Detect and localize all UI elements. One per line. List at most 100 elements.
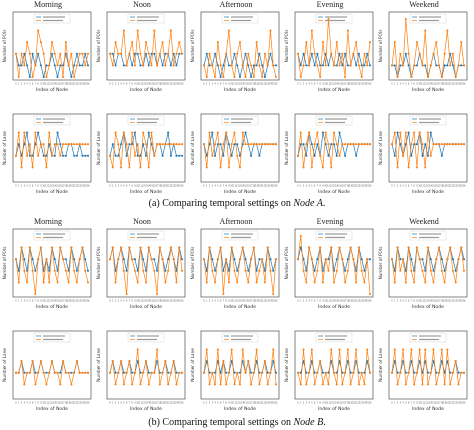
data-point-original <box>53 64 56 67</box>
x-tick-label: 14 <box>241 83 244 86</box>
panel-title: Evening <box>316 217 344 226</box>
x-tick-label: 23 <box>454 83 457 86</box>
data-point-original <box>144 269 148 272</box>
data-point-cf <box>250 64 253 67</box>
x-tick-label: 2 <box>21 185 23 188</box>
x-tick-label: 7 <box>35 185 37 188</box>
x-tick-label: 7 <box>223 402 225 405</box>
x-tick-label: 2 <box>303 402 305 405</box>
data-point-original <box>53 154 56 157</box>
data-point-cf <box>117 52 120 55</box>
x-tick-label: 25 <box>272 402 275 405</box>
x-tick-label: 6 <box>408 300 410 303</box>
data-point-cf <box>415 166 418 169</box>
data-point-cf <box>167 383 170 386</box>
x-tick-label: 12 <box>330 402 333 405</box>
data-point-cf <box>404 383 407 386</box>
data-point-original <box>205 154 208 157</box>
x-tick-label: 1 <box>394 185 396 188</box>
data-point-cf <box>144 41 148 44</box>
data-point-cf <box>238 258 242 261</box>
data-point-cf <box>133 371 136 374</box>
data-point-cf <box>236 281 239 284</box>
data-point-cf <box>17 371 20 374</box>
data-point-cf <box>128 360 131 363</box>
data-point-original <box>117 154 120 157</box>
data-point-cf <box>161 371 164 374</box>
legend <box>315 115 353 126</box>
x-tick-label: 20 <box>258 402 261 405</box>
data-point-cf <box>255 143 258 146</box>
x-tick-label: 26 <box>463 83 466 86</box>
data-point-cf <box>352 143 355 146</box>
data-point-cf <box>252 246 255 249</box>
chart-panel-a-lane-4: Number of Lane Index of Node 0 1 2 3 4 5 6 7 8 9 10 1… <box>284 104 376 196</box>
data-point-cf <box>404 131 407 134</box>
x-tick-label: 5 <box>123 300 125 303</box>
data-point-cf <box>236 52 239 55</box>
data-point-cf <box>363 281 366 284</box>
data-point-cf <box>227 281 230 284</box>
data-point-original <box>28 75 31 79</box>
x-tick-label: 3 <box>24 83 26 86</box>
data-point-original <box>81 64 84 67</box>
x-tick-label: 6 <box>220 83 222 86</box>
data-point-original <box>266 371 269 374</box>
data-point-cf <box>233 383 236 386</box>
data-point-cf <box>341 143 344 146</box>
x-tick-label: 18 <box>346 402 349 405</box>
x-tick-label: 10 <box>42 83 45 86</box>
x-tick-label: 22 <box>357 185 360 188</box>
data-point-cf <box>238 166 242 169</box>
data-point-cf <box>158 383 161 386</box>
data-point-cf <box>144 360 148 363</box>
data-point-cf <box>332 371 336 374</box>
data-point-cf <box>393 41 396 44</box>
data-point-cf <box>136 29 139 32</box>
x-tick-label: 26 <box>369 300 372 303</box>
data-point-cf <box>53 371 56 374</box>
x-tick-label: 12 <box>236 185 239 188</box>
data-point-cf <box>20 360 23 363</box>
data-point-cf <box>147 52 150 55</box>
data-point-original <box>142 143 145 146</box>
data-point-cf <box>156 348 159 351</box>
data-point-cf <box>75 64 78 67</box>
x-axis-label: Index of Node <box>224 189 256 195</box>
data-point-cf <box>426 131 430 134</box>
x-tick-label: 11 <box>327 402 330 405</box>
x-tick-label: 8 <box>319 402 321 405</box>
x-tick-label: 12 <box>142 185 145 188</box>
data-point-cf <box>164 281 167 284</box>
legend <box>127 115 165 126</box>
data-point-cf <box>346 29 349 32</box>
data-point-cf <box>327 17 330 21</box>
data-point-cf <box>153 269 156 272</box>
x-tick-label: 0 <box>15 185 17 188</box>
data-point-cf <box>28 52 31 55</box>
x-tick-label: 8 <box>37 185 39 188</box>
x-tick-label: 5 <box>311 185 313 188</box>
x-tick-label: 19 <box>161 300 164 303</box>
x-tick-label: 18 <box>64 83 67 86</box>
data-point-cf <box>363 52 366 55</box>
x-tick-label: 19 <box>349 402 352 405</box>
x-tick-label: 9 <box>228 300 230 303</box>
data-point-cf <box>310 258 313 261</box>
data-point-cf <box>78 258 81 261</box>
x-axis-label: Index of Node <box>318 304 350 310</box>
data-point-original <box>180 154 184 157</box>
x-tick-label: 23 <box>360 185 363 188</box>
data-point-cf <box>31 166 34 169</box>
data-point-cf <box>410 143 413 146</box>
data-point-cf <box>241 64 244 67</box>
x-tick-label: 24 <box>175 83 178 86</box>
x-axis-label: Index of Node <box>412 87 444 93</box>
x-tick-label: 0 <box>203 300 205 303</box>
data-point-cf <box>250 258 253 261</box>
data-point-cf <box>438 64 441 67</box>
data-point-cf <box>139 246 142 249</box>
x-tick-label: 9 <box>416 83 418 86</box>
x-tick-label: 13 <box>239 402 242 405</box>
